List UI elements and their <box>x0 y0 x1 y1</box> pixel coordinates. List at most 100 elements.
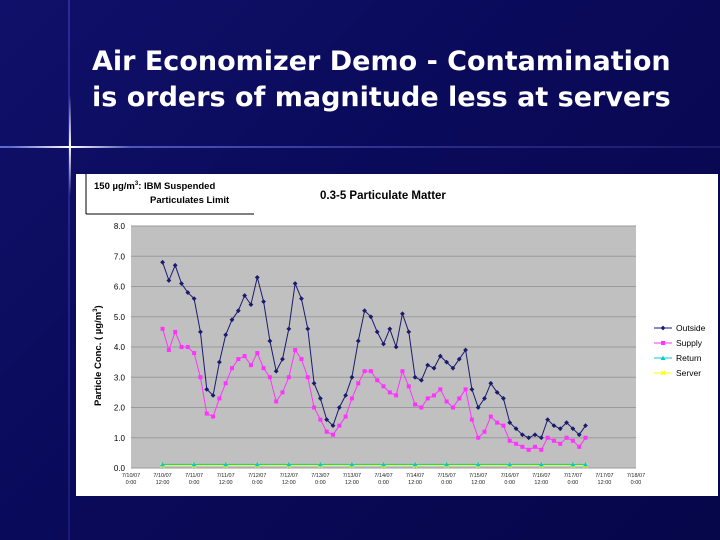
y-axis-ticks: 0.0 1.0 2.0 3.0 4.0 5.0 6.0 7.0 8.0 <box>114 222 126 473</box>
data-point <box>381 384 386 389</box>
data-point <box>475 405 481 410</box>
data-point <box>412 374 418 380</box>
svg-text:0:00: 0:00 <box>126 480 137 486</box>
svg-text:12:00: 12:00 <box>471 480 485 486</box>
data-point <box>160 259 165 265</box>
series-outside <box>160 259 588 441</box>
particulate-chart: 150 µg/m3: IBM Suspended Particulates Li… <box>85 174 706 486</box>
data-point <box>362 369 367 374</box>
data-point <box>513 426 519 432</box>
data-point <box>418 377 424 383</box>
data-point <box>336 405 342 410</box>
data-point <box>318 417 323 422</box>
decor-star-horizontal <box>10 146 130 148</box>
svg-text:7/17/07: 7/17/07 <box>595 473 613 479</box>
series-return <box>160 461 588 467</box>
data-point <box>173 329 178 334</box>
data-point <box>450 365 456 371</box>
data-point <box>476 435 481 440</box>
x-tick-label: 7/10/070:00 <box>122 473 140 486</box>
svg-text:7/16/07: 7/16/07 <box>532 473 550 479</box>
data-point <box>355 338 361 344</box>
legend-label: Return <box>676 353 702 363</box>
y-tick-label: 5.0 <box>114 313 126 322</box>
chart-panel: 150 µg/m3: IBM Suspended Particulates Li… <box>76 174 718 496</box>
data-point <box>660 325 666 331</box>
svg-text:12:00: 12:00 <box>156 480 170 486</box>
data-point <box>437 353 443 359</box>
data-point <box>248 363 253 368</box>
data-point <box>274 399 279 404</box>
data-point <box>356 381 361 386</box>
data-point <box>488 414 493 419</box>
data-point <box>526 447 531 452</box>
data-point <box>185 345 190 349</box>
svg-text:12:00: 12:00 <box>282 480 296 486</box>
y-tick-label: 3.0 <box>114 373 126 382</box>
data-point <box>267 375 272 380</box>
data-point <box>235 308 241 314</box>
svg-text:12:00: 12:00 <box>345 480 359 486</box>
data-point <box>312 405 317 410</box>
data-point <box>330 423 336 429</box>
data-point <box>583 423 588 429</box>
data-point <box>583 461 588 467</box>
data-point <box>564 420 569 426</box>
data-point <box>494 389 500 395</box>
data-point <box>349 396 354 401</box>
x-tick-label: 7/18/070:00 <box>627 473 645 486</box>
data-point <box>660 370 666 376</box>
data-point <box>248 302 254 308</box>
data-point <box>230 366 234 371</box>
svg-text:7/15/07: 7/15/07 <box>437 473 455 479</box>
x-tick-label: 7/11/070:00 <box>185 473 203 486</box>
data-point <box>463 387 468 392</box>
data-point <box>299 357 304 362</box>
svg-text:7/15/07: 7/15/07 <box>469 473 487 479</box>
data-point <box>570 438 575 443</box>
data-point <box>324 417 330 422</box>
data-point <box>431 365 437 371</box>
legend-item-server: Server <box>654 368 701 378</box>
data-point <box>469 417 474 422</box>
data-point <box>406 384 411 389</box>
data-point <box>387 326 393 332</box>
data-point <box>255 351 260 356</box>
data-point <box>393 344 399 350</box>
data-point <box>532 432 538 438</box>
svg-text:7/17/07: 7/17/07 <box>564 473 582 479</box>
data-point <box>191 461 197 467</box>
svg-text:0:00: 0:00 <box>504 480 515 486</box>
data-point <box>576 432 582 438</box>
data-point <box>507 461 513 467</box>
data-point <box>166 348 171 353</box>
x-axis-ticks: 7/10/070:007/10/0712:007/11/070:007/11/0… <box>122 473 645 486</box>
data-point <box>545 417 551 422</box>
data-point <box>242 293 248 298</box>
svg-text:7/14/07: 7/14/07 <box>406 473 424 479</box>
data-point <box>217 396 222 401</box>
data-point <box>198 375 203 380</box>
data-point <box>394 393 399 398</box>
svg-text:7/10/07: 7/10/07 <box>122 473 140 479</box>
data-point <box>507 438 512 443</box>
data-point <box>261 366 266 371</box>
data-point <box>412 461 418 467</box>
data-point <box>519 432 525 438</box>
data-point <box>223 381 228 386</box>
data-point <box>172 262 178 268</box>
data-point <box>381 461 386 467</box>
x-tick-label: 7/15/070:00 <box>437 473 455 486</box>
x-tick-label: 7/14/070:00 <box>374 473 392 486</box>
data-point <box>514 441 519 446</box>
data-point <box>444 461 450 467</box>
chart-title: 0.3-5 Particulate Matter <box>320 190 446 202</box>
data-point <box>179 281 184 286</box>
data-point <box>577 444 582 449</box>
y-tick-label: 0.0 <box>114 464 126 473</box>
data-point <box>204 386 210 392</box>
legend-label: Supply <box>676 338 703 348</box>
